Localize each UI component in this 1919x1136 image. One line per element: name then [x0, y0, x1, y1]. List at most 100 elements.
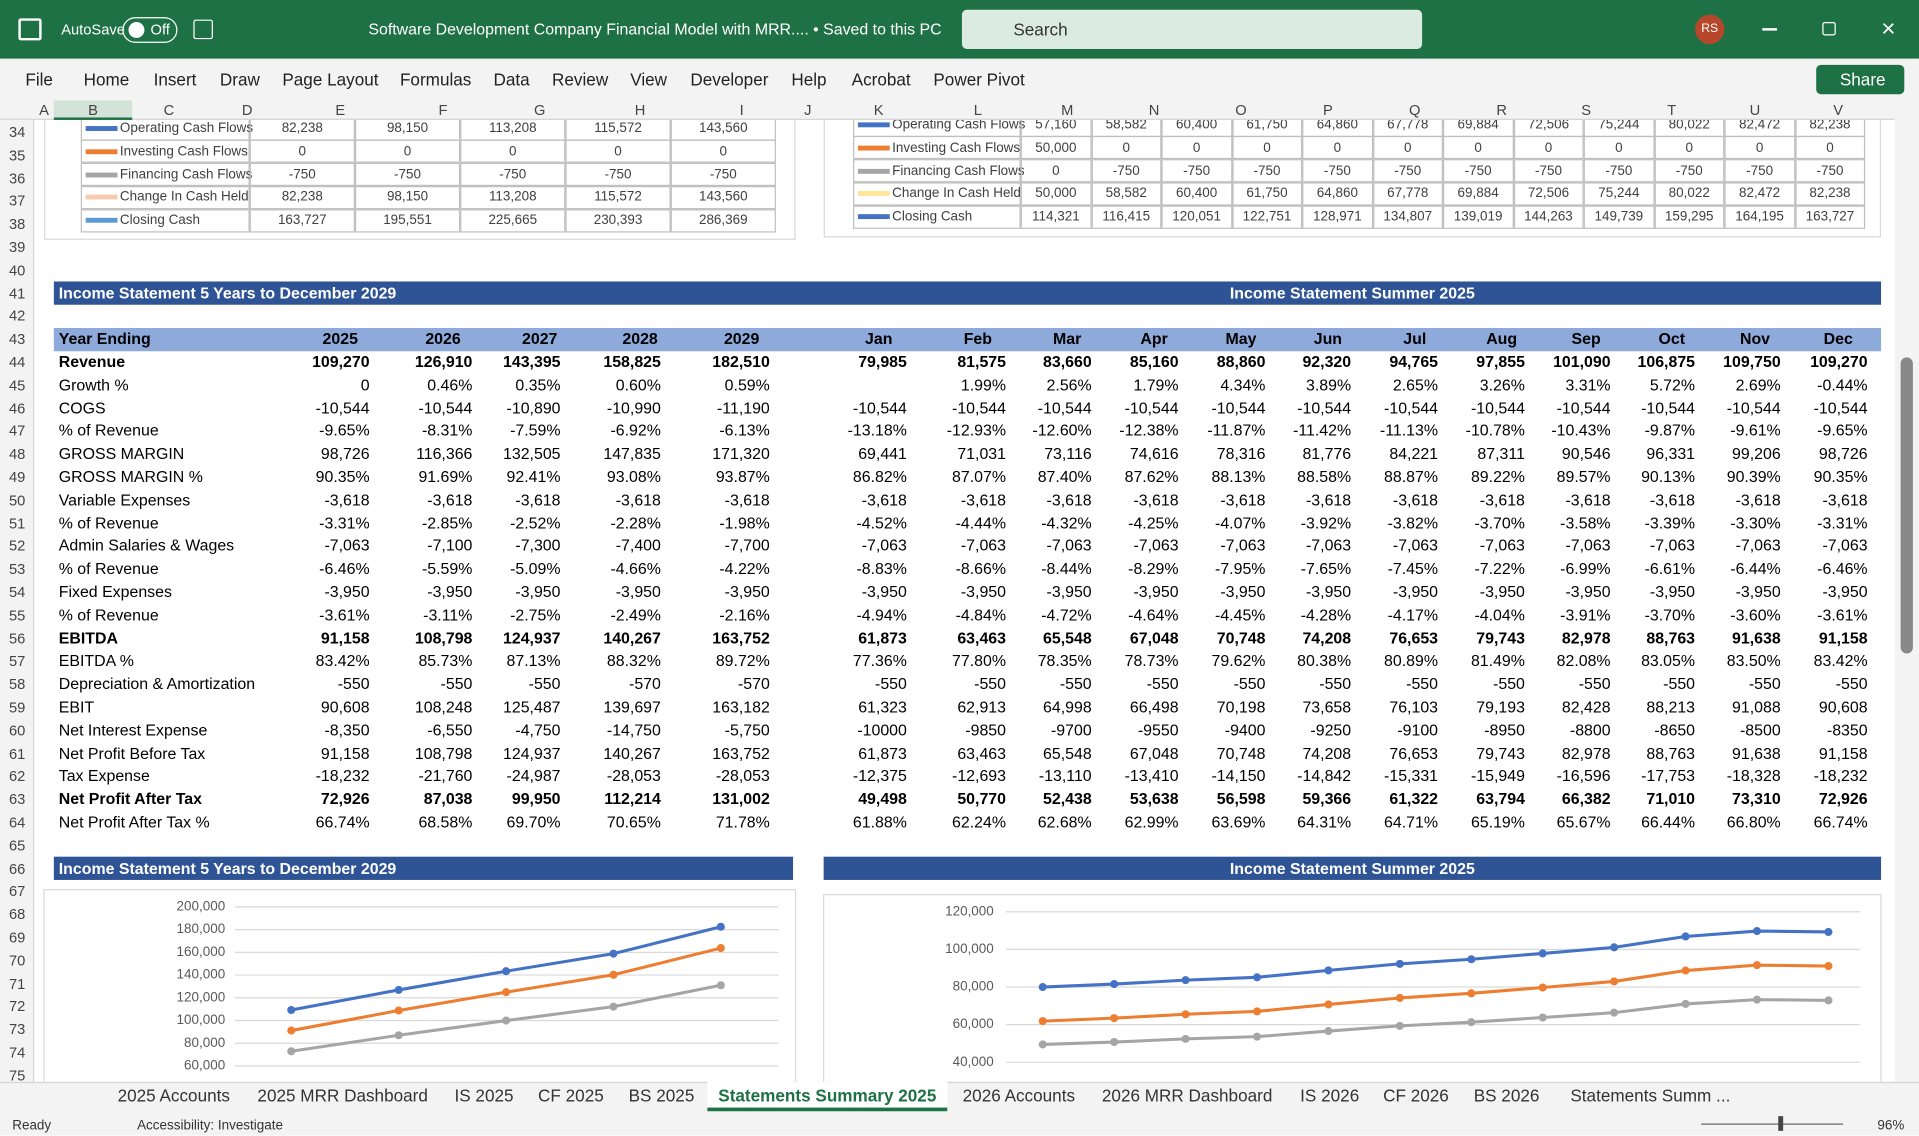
- cell-value: 99,950: [511, 789, 561, 808]
- cell-value: -8650: [1654, 720, 1696, 739]
- data-table-value: 0: [1122, 140, 1130, 156]
- data-table-value: 149,739: [1594, 209, 1644, 225]
- sheet-tab[interactable]: 2025 Accounts: [117, 1085, 230, 1106]
- cell-value: 1.79%: [1133, 375, 1179, 394]
- menu-item[interactable]: Power Pivot: [933, 69, 1025, 90]
- cell-value: -3.39%: [1644, 513, 1696, 532]
- data-table-cell: [460, 163, 566, 187]
- column-letter: E: [335, 101, 346, 119]
- zoom-slider[interactable]: [1701, 1123, 1844, 1125]
- data-table-label: Change In Cash Held: [892, 186, 1021, 202]
- menu-item[interactable]: Acrobat: [851, 69, 911, 90]
- cell-value: 83.42%: [315, 651, 370, 670]
- point: [1538, 1013, 1547, 1022]
- menu-item[interactable]: Home: [83, 69, 130, 90]
- cell-value: 66.74%: [315, 812, 370, 831]
- menu-item[interactable]: View: [630, 69, 668, 90]
- share-label[interactable]: Share: [1839, 69, 1886, 90]
- sheet-tab[interactable]: Statements Summ ...: [1570, 1085, 1731, 1106]
- cell-value: -3.30%: [1730, 513, 1781, 532]
- sheet-tab[interactable]: IS 2026: [1300, 1085, 1360, 1106]
- sheet-tab[interactable]: CF 2025: [538, 1085, 604, 1106]
- cell-value: 89.22%: [1470, 467, 1525, 486]
- search-box[interactable]: [961, 9, 1423, 49]
- menu-item[interactable]: Formulas: [399, 69, 472, 90]
- sheet-tab[interactable]: 2026 Accounts: [962, 1085, 1076, 1106]
- row-label: Growth %: [58, 375, 129, 394]
- sheet-tab[interactable]: 2025 MRR Dashboard: [257, 1085, 428, 1106]
- menu-item[interactable]: File: [25, 69, 53, 90]
- data-table-value: 82,472: [1738, 186, 1781, 202]
- menu-item[interactable]: Review: [552, 69, 609, 90]
- cell-value: 171,320: [712, 444, 770, 463]
- menu-item[interactable]: Page Layout: [282, 69, 379, 90]
- toggle[interactable]: [122, 17, 178, 43]
- column-letter: L: [973, 101, 982, 119]
- menu-item[interactable]: Insert: [153, 69, 197, 90]
- sheet-tab[interactable]: CF 2026: [1383, 1085, 1449, 1106]
- cell-value: 87.40%: [1037, 467, 1092, 486]
- cell-value: 62.99%: [1124, 812, 1179, 831]
- data-table-label: Investing Cash Flows: [119, 144, 248, 159]
- zoom-level[interactable]: 96%: [1877, 1118, 1905, 1134]
- avatar[interactable]: [1695, 14, 1725, 45]
- point: [502, 1016, 511, 1025]
- data-table-value: 143,560: [698, 121, 748, 136]
- row-number: 36: [8, 169, 26, 187]
- data-table-value: 0: [1333, 140, 1342, 156]
- cell-value: -8.66%: [955, 559, 1007, 578]
- cell-value: -550: [440, 674, 473, 693]
- cell-value: 72,926: [320, 789, 370, 808]
- menu-item[interactable]: Draw: [219, 69, 260, 90]
- cell-value: 109,750: [1723, 352, 1781, 371]
- cell-value: -3,950: [1306, 582, 1352, 601]
- save-icon[interactable]: [193, 19, 213, 40]
- menu-item[interactable]: Data: [493, 69, 530, 90]
- sheet-tab[interactable]: IS 2025: [454, 1085, 514, 1106]
- data-table-cell: [1231, 136, 1303, 160]
- column-letter: D: [241, 101, 253, 119]
- data-table-value: 64,860: [1316, 117, 1358, 133]
- cell-value: 82,978: [1561, 743, 1611, 762]
- cell-value: 83.50%: [1726, 651, 1781, 670]
- y-tick-label: 180,000: [177, 921, 226, 936]
- minimize[interactable]: [1762, 28, 1778, 30]
- sheet-tab[interactable]: Statements Summary 2025: [718, 1085, 937, 1106]
- sheet-tab[interactable]: 2026 MRR Dashboard: [1101, 1085, 1273, 1106]
- data-table-value: -750: [1394, 163, 1422, 179]
- close[interactable]: ×: [1881, 15, 1896, 43]
- point: [1395, 959, 1404, 968]
- sheet-tab[interactable]: BS 2025: [628, 1085, 695, 1106]
- scroll-thumb[interactable]: [1900, 357, 1913, 654]
- cell-value: 83.42%: [1813, 651, 1868, 670]
- status-accessibility[interactable]: Accessibility: Investigate: [137, 1118, 283, 1134]
- column-letter: T: [1667, 101, 1677, 119]
- zoom-knob[interactable]: [1778, 1116, 1784, 1131]
- share-button[interactable]: [1816, 64, 1905, 95]
- row-number: 69: [8, 928, 26, 947]
- cell-value: 92.41%: [506, 467, 561, 486]
- cell-value: -9700: [1050, 720, 1092, 739]
- data-table-value: 0: [1403, 140, 1412, 156]
- data-table-value: 0: [1615, 140, 1623, 156]
- row-label: Tax Expense: [58, 766, 150, 785]
- cell-value: 68.58%: [418, 812, 473, 831]
- cell-value: 63,463: [957, 628, 1007, 647]
- cell-value: 2.65%: [1392, 375, 1439, 394]
- search-label[interactable]: Search: [1013, 19, 1068, 40]
- sheet-tab[interactable]: BS 2026: [1473, 1085, 1540, 1106]
- data-table-value: 0: [1755, 140, 1764, 156]
- point: [1467, 989, 1476, 998]
- cell-value: 64.31%: [1297, 812, 1352, 831]
- data-table-cell: [1372, 182, 1443, 206]
- row-label: Net Profit After Tax %: [58, 812, 210, 831]
- restore[interactable]: [1822, 22, 1836, 36]
- chart-title: Income Statement 5 Years to December 202…: [58, 858, 397, 878]
- row-number: 52: [8, 537, 26, 555]
- data-table-cell: [1161, 205, 1232, 229]
- menu-item[interactable]: Help: [791, 69, 827, 90]
- data-table-value: 144,263: [1524, 209, 1573, 225]
- menu-item[interactable]: Developer: [690, 69, 769, 90]
- cell-value: -7,700: [724, 536, 770, 555]
- header-cell: 2025: [322, 329, 358, 348]
